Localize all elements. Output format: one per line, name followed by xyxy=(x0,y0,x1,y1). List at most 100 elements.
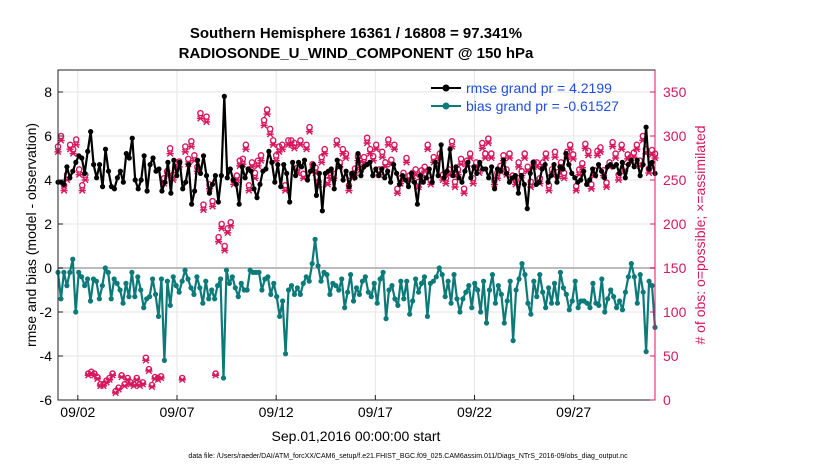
rmse-point xyxy=(646,166,652,172)
bias-point xyxy=(466,283,472,289)
bias-point xyxy=(356,291,363,297)
bias-point xyxy=(297,291,303,297)
bias-point xyxy=(350,298,357,304)
bias-point xyxy=(489,272,496,278)
bias-point xyxy=(492,300,499,306)
rmse-point xyxy=(595,162,602,168)
bias-point xyxy=(395,302,401,308)
obs-assimilated-point xyxy=(551,153,559,161)
bias-point xyxy=(551,280,558,286)
rmse-point xyxy=(551,162,557,168)
rmse-point xyxy=(628,157,634,163)
bias-point xyxy=(643,349,649,355)
bias-point xyxy=(371,280,377,286)
bias-point xyxy=(212,296,218,302)
y-left-tick-label: 4 xyxy=(44,172,52,188)
bias-point xyxy=(401,296,407,302)
obs-assimilated-point xyxy=(142,357,150,364)
obs-possible-point xyxy=(412,166,419,173)
y-right-tick-label: 200 xyxy=(663,216,687,232)
bias-point xyxy=(560,285,566,291)
bias-point xyxy=(194,274,200,280)
bias-point xyxy=(445,278,451,284)
bias-point xyxy=(605,296,611,302)
obs-possible-point xyxy=(291,139,298,147)
rmse-point xyxy=(337,164,343,170)
obs-assimilated-point xyxy=(645,169,653,177)
rmse-point xyxy=(212,173,219,179)
obs-possible-point xyxy=(272,152,280,159)
obs-possible-point xyxy=(506,150,513,157)
bias-point xyxy=(79,274,85,280)
rmse-point xyxy=(590,166,596,172)
rmse-point xyxy=(385,168,391,174)
obs-possible-point xyxy=(245,181,253,189)
bias-point xyxy=(306,278,312,284)
rmse-point xyxy=(391,162,397,168)
bias-point xyxy=(244,287,250,293)
bias-point xyxy=(548,300,555,306)
obs-possible-point xyxy=(633,141,641,149)
obs-assimilated-point xyxy=(215,238,223,245)
rmse-point xyxy=(459,179,465,185)
rmse-point xyxy=(117,168,123,174)
rmse-point xyxy=(373,166,379,172)
bias-point xyxy=(584,300,590,306)
obs-assimilated-point xyxy=(321,150,329,157)
bias-point xyxy=(433,274,439,280)
rmse-point xyxy=(388,179,394,185)
bias-point xyxy=(531,278,537,284)
obs-assimilated-point xyxy=(505,154,514,162)
obs-possible-point xyxy=(485,135,492,142)
axes-layer: 09/02 09/07 09/12 09/17 09/22 09/27 -6 -4 -2 0 2 4 6… xyxy=(40,70,687,420)
bias-point xyxy=(114,280,120,286)
bias-point xyxy=(507,278,513,284)
rmse-point xyxy=(147,162,153,168)
bias-point xyxy=(70,256,76,262)
bias-point xyxy=(256,269,262,275)
bias-point xyxy=(374,300,380,306)
bias-point xyxy=(442,294,448,300)
rmse-point xyxy=(426,166,432,172)
bias-point xyxy=(96,296,102,302)
rmse-point xyxy=(569,170,575,176)
rmse-point xyxy=(331,186,337,192)
rmse-point xyxy=(489,164,495,170)
bias-point xyxy=(182,267,188,273)
obs-possible-point xyxy=(521,150,528,157)
obs-assimilated-point xyxy=(93,375,101,383)
rmse-point xyxy=(307,168,314,174)
rmse-point xyxy=(189,201,195,207)
rmse-point xyxy=(162,179,168,185)
rmse-point xyxy=(352,175,358,181)
obs-possible-point xyxy=(221,242,228,250)
obs-assimilated-point xyxy=(69,150,77,157)
obs-possible-point xyxy=(188,137,195,145)
bias-point xyxy=(353,285,360,291)
rmse-point xyxy=(524,206,530,212)
rmse-point xyxy=(171,157,177,163)
bias-point xyxy=(525,300,531,306)
rmse-point xyxy=(497,168,504,174)
x-tick-label: 09/27 xyxy=(556,404,591,420)
y-left-tick-label: -4 xyxy=(40,348,53,364)
obs-possible-point xyxy=(260,116,268,124)
bias-point xyxy=(634,300,640,306)
rmse-point xyxy=(536,179,542,185)
bias-point xyxy=(587,305,593,311)
y-left-tick-label: 2 xyxy=(44,216,52,232)
rmse-point xyxy=(174,173,180,179)
bias-point xyxy=(608,287,614,293)
bias-point xyxy=(424,313,431,319)
obs-possible-point xyxy=(603,179,610,186)
x-tick-label: 09/07 xyxy=(159,404,194,420)
obs-assimilated-point xyxy=(366,150,374,157)
rmse-point xyxy=(414,201,420,207)
rmse-point xyxy=(432,159,438,165)
rmse-point xyxy=(429,179,435,185)
bias-point xyxy=(616,298,623,304)
rmse-point xyxy=(358,173,364,179)
bias-point xyxy=(73,309,79,315)
bias-point xyxy=(271,280,277,286)
bias-point xyxy=(516,276,522,282)
